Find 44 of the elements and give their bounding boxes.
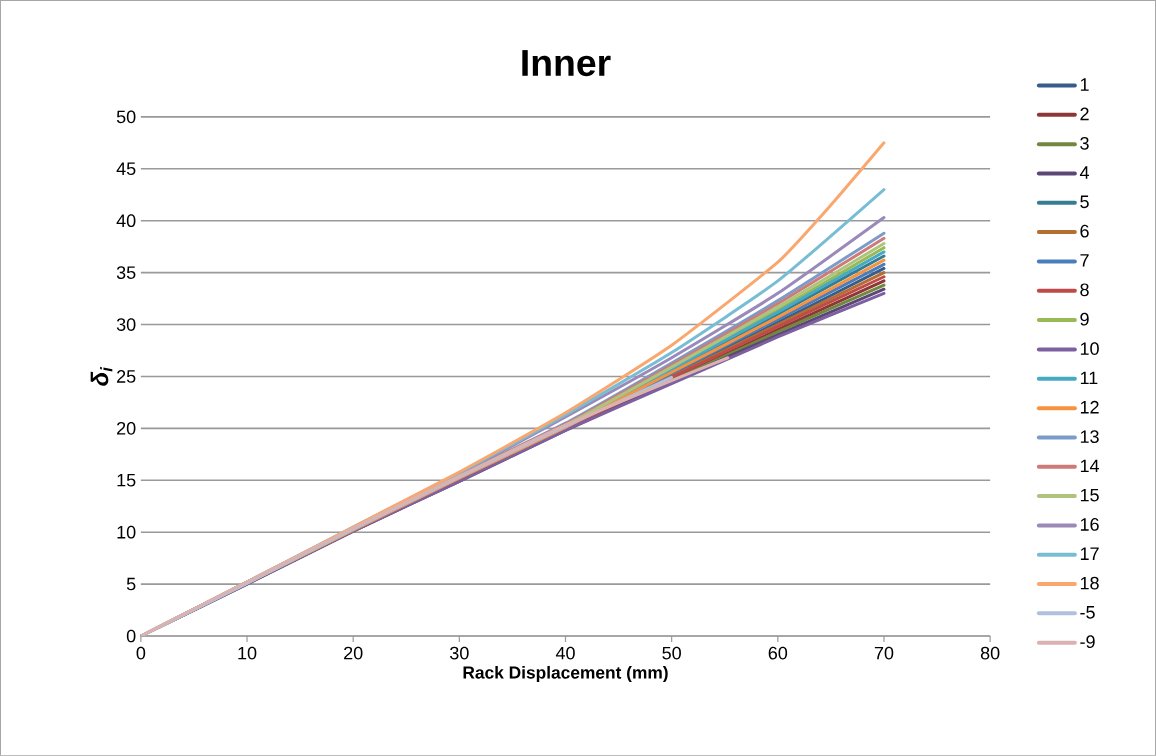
y-tick-label: 0 <box>126 629 136 643</box>
x-tick-label: 60 <box>768 646 788 660</box>
legend-label: 9 <box>1080 312 1089 326</box>
x-tick-label: 0 <box>136 646 146 660</box>
line-series <box>140 356 730 637</box>
legend-label: 7 <box>1080 254 1089 267</box>
legend-label: 18 <box>1080 576 1099 590</box>
y-tick-label: 50 <box>116 110 136 124</box>
legend-label: -9 <box>1080 635 1095 649</box>
legend-label: 5 <box>1080 195 1089 209</box>
y-tick-label: 35 <box>116 266 136 280</box>
y-tick-label: 30 <box>116 318 136 331</box>
legend-label: 15 <box>1080 488 1099 502</box>
y-axis-title: δ$_{i}$ <box>90 366 113 386</box>
y-tick-label: 20 <box>117 422 136 435</box>
x-tick-label: 80 <box>980 646 1000 660</box>
y-tick-label: 5 <box>126 577 136 591</box>
legend-label: -5 <box>1080 606 1095 619</box>
legend-label: 12 <box>1080 400 1099 414</box>
x-tick-label: 20 <box>344 646 363 660</box>
y-tick-label: 25 <box>117 370 136 383</box>
x-tick-label: 50 <box>662 646 681 660</box>
x-tick-label: 30 <box>450 646 469 660</box>
y-tick-label: 45 <box>116 162 136 176</box>
legend-label: 14 <box>1080 459 1100 473</box>
legend-label: 17 <box>1080 547 1099 560</box>
legend-label: 13 <box>1080 430 1099 444</box>
y-tick-label: 40 <box>116 214 136 228</box>
y-tick-label: 15 <box>117 474 136 487</box>
chart-title: Inner <box>522 50 611 77</box>
legend-label: 11 <box>1080 371 1098 385</box>
legend-label: 10 <box>1080 342 1099 356</box>
legend-label: 4 <box>1079 166 1090 179</box>
x-tick-label: 10 <box>238 646 257 660</box>
legend-label: 8 <box>1080 283 1089 297</box>
y-tick-label: 10 <box>117 525 136 539</box>
legend-label: 16 <box>1080 518 1099 531</box>
legend-label: 3 <box>1080 137 1089 150</box>
x-tick-label: 40 <box>555 646 575 660</box>
legend-label: 6 <box>1080 224 1089 238</box>
legend-label: 2 <box>1080 107 1089 121</box>
legend-label: 1 <box>1080 78 1089 91</box>
x-axis-title: Rack Displacement (mm) <box>463 666 668 683</box>
x-tick-label: 70 <box>874 646 894 660</box>
